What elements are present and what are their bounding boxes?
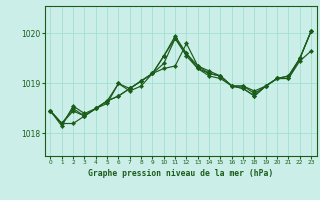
X-axis label: Graphe pression niveau de la mer (hPa): Graphe pression niveau de la mer (hPa) [88,169,273,178]
